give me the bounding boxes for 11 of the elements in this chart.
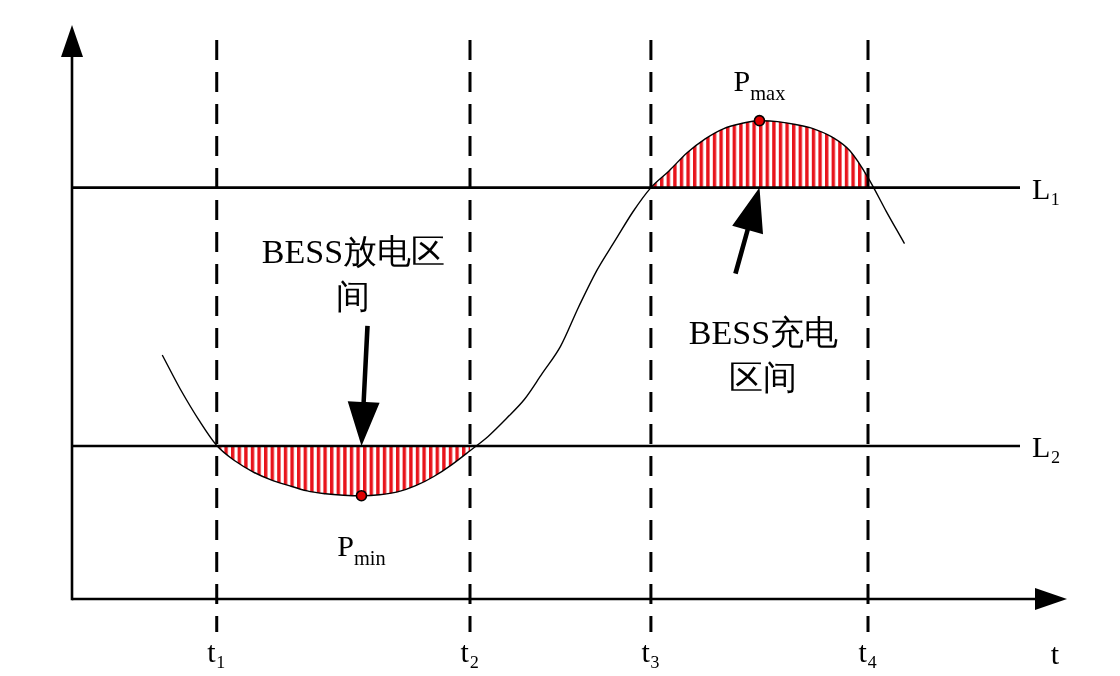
annotation: BESS充电区间 [688, 313, 839, 396]
annotation: BESS放电区间 [261, 232, 446, 315]
x-tick-label: t₁ [207, 635, 227, 668]
ref-line-label: L₂ [1032, 429, 1061, 463]
x-tick-label: t₄ [858, 635, 878, 668]
x-axis-title: t [1050, 637, 1060, 670]
ref-line-label: L₁ [1032, 171, 1061, 205]
x-tick-label: t₂ [460, 635, 480, 668]
x-tick-label: t₃ [641, 635, 661, 668]
annotation: P$_{max}$ [733, 63, 786, 104]
annotation: P$_{min}$ [337, 528, 386, 569]
